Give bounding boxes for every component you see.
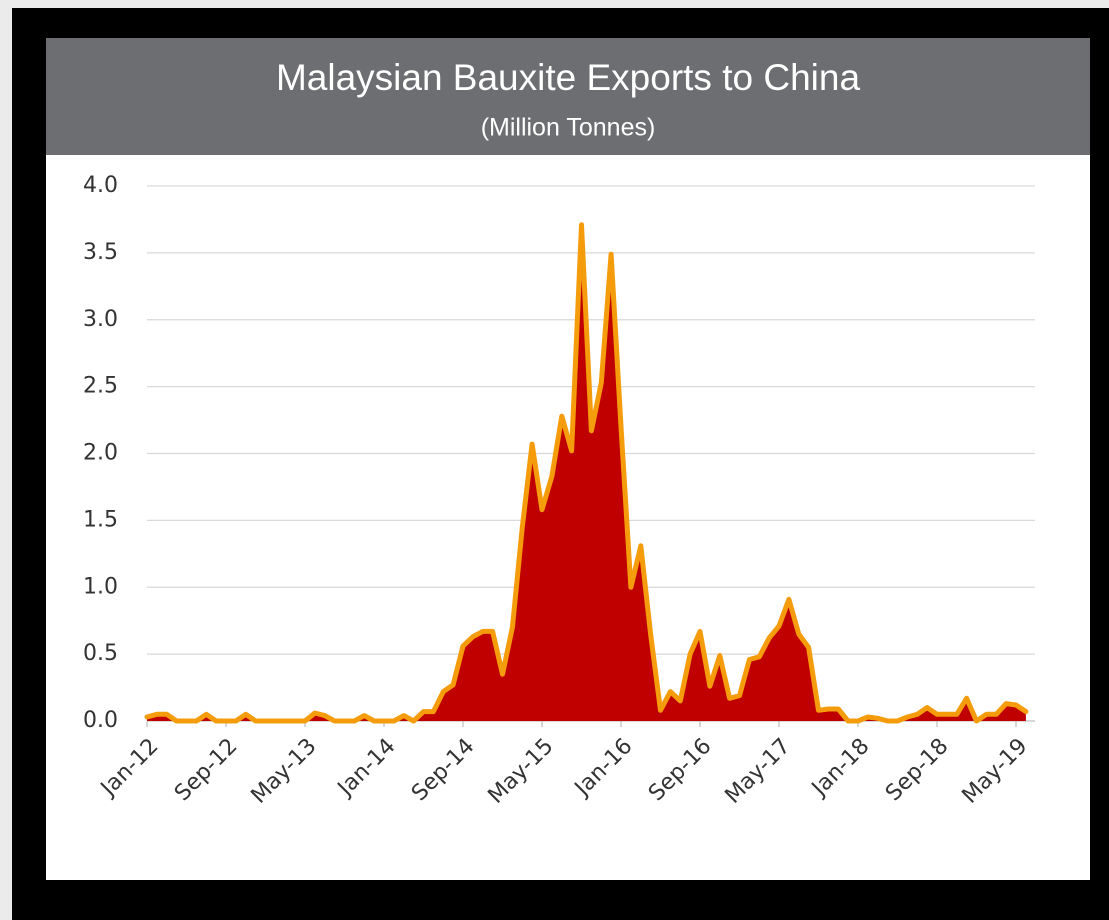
chart-subtitle: (Million Tonnes) (481, 114, 656, 142)
area-line (144, 222, 1029, 724)
y-tick-label: 0.5 (83, 641, 118, 666)
y-tick-label: 2.5 (83, 374, 118, 399)
area-fill (147, 224, 1026, 722)
y-tick-label: 4.0 (83, 173, 118, 198)
y-tick-label: 2.0 (83, 441, 118, 466)
chart-title: Malaysian Bauxite Exports to China (276, 57, 860, 98)
y-tick-label: 1.5 (83, 507, 118, 532)
title-bar (46, 38, 1090, 155)
y-tick-label: 0.0 (83, 708, 118, 733)
y-tick-label: 3.5 (83, 240, 118, 265)
y-tick-label: 1.0 (83, 574, 118, 599)
y-tick-label: 3.0 (83, 307, 118, 332)
